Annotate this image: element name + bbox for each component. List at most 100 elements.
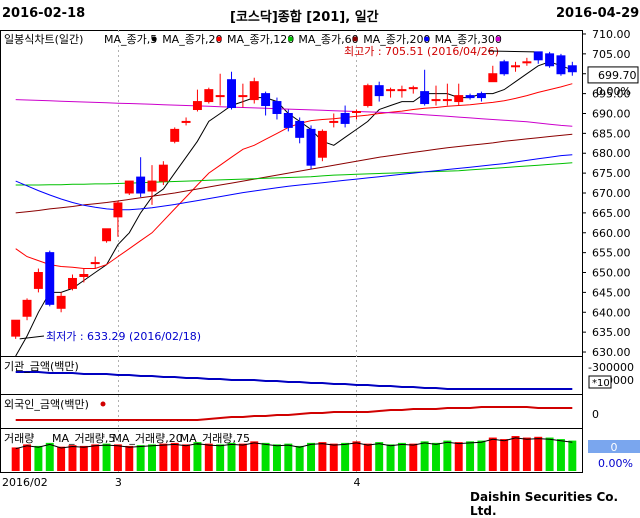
volume-bar — [102, 443, 111, 471]
volume-bar — [34, 445, 43, 471]
chart-labels: 일봉식차트(일간) MA_종가,5 MA_종가,20 MA_종가,120 MA_종가,6… — [4, 32, 535, 445]
candle-body — [215, 95, 225, 98]
volume-bar — [261, 442, 270, 471]
price-tick-label: 655.00 — [592, 247, 631, 260]
inst-scale-label: *10 — [592, 378, 610, 389]
candle-body — [499, 61, 509, 75]
max-price-pointer — [487, 50, 535, 53]
candle-body — [374, 85, 384, 97]
ma-legend-marker — [424, 36, 430, 42]
price-tick-label: 695.00 — [592, 88, 631, 101]
volume-bar — [420, 441, 429, 471]
foreign-panel: 0 — [15, 406, 599, 421]
candlestick-series — [11, 51, 577, 339]
x-label: 2016/02 — [2, 476, 48, 489]
volume-bar — [545, 437, 554, 471]
candle-body — [33, 272, 43, 289]
volume-bar — [125, 445, 134, 471]
ma-legend-label: MA_종가,60 — [298, 33, 358, 46]
candle-body — [192, 101, 202, 111]
volume-bar — [91, 444, 100, 471]
price-tick-label: 650.00 — [592, 267, 631, 280]
candle-body — [181, 120, 191, 123]
volume-panel-label: 거래량 — [4, 432, 34, 445]
candle-body — [227, 79, 236, 109]
foreign-amount-line — [15, 406, 573, 421]
candle-body — [522, 61, 532, 64]
volume-bar — [466, 441, 475, 471]
volume-bar — [488, 437, 497, 471]
volume-bar — [341, 442, 350, 471]
candle-body — [272, 101, 282, 114]
volume-bar — [250, 441, 259, 471]
candle-body — [124, 180, 134, 194]
volume-current-box — [588, 440, 640, 453]
volume-bar — [284, 443, 293, 471]
min-price-pointer — [19, 335, 45, 340]
candle-body — [317, 130, 327, 158]
foreign-panel-label: 외국인_금액(백만) — [4, 398, 89, 411]
price-gridlines — [118, 30, 357, 473]
price-tick-label: 640.00 — [592, 306, 631, 319]
volume-bar — [318, 442, 327, 471]
candle-body — [45, 252, 55, 305]
volume-ma-legend-label: MA_거래량,20 — [112, 432, 182, 445]
candle-body — [136, 176, 146, 194]
candle-body — [431, 99, 441, 102]
chart-title: [코스닥]종합 [201], 일간 — [230, 10, 379, 25]
moving-average-lines — [15, 61, 573, 357]
candle-body — [295, 120, 305, 138]
footer-brand: Daishin Securities Co. Ltd. — [470, 490, 619, 518]
volume-bar — [57, 446, 66, 471]
inst-scale-box — [588, 375, 612, 389]
candle-body — [556, 55, 566, 75]
candle-body — [204, 89, 214, 103]
volume-ma-legend-label: MA_거래량,75 — [180, 432, 250, 445]
price-tick-label: 665.00 — [592, 207, 631, 220]
candle-body — [442, 99, 452, 102]
ma-line — [15, 154, 573, 211]
ma-legend-marker — [495, 36, 501, 42]
candle-body — [511, 65, 520, 68]
foreign-legend-marker — [100, 401, 106, 407]
candle-body — [249, 81, 259, 101]
current-price-label: 699.70 — [598, 69, 637, 82]
main-legend-label: 일봉식차트(일간) — [4, 32, 83, 46]
candle-body — [465, 95, 475, 99]
ma-legend-marker — [352, 36, 358, 42]
candle-body — [261, 93, 271, 107]
candle-body — [238, 95, 248, 98]
volume-bar — [295, 445, 304, 471]
volume-bar — [500, 439, 509, 471]
ma-line — [15, 61, 573, 357]
institution-panel: -300000-350000*10 — [15, 361, 634, 390]
candle-body — [79, 274, 89, 277]
ma-legend-marker — [151, 36, 157, 42]
price-tick-label: 630.00 — [592, 346, 631, 359]
candle-body — [22, 299, 32, 317]
candle-body — [306, 128, 316, 166]
candle-body — [567, 65, 577, 73]
price-tick-label: 675.00 — [592, 167, 631, 180]
volume-bar — [477, 440, 486, 471]
current-price-box — [587, 66, 639, 84]
volume-bar — [45, 442, 54, 471]
volume-bar — [352, 441, 361, 471]
volume-bar — [148, 444, 156, 471]
volume-bar — [397, 442, 406, 471]
volume-bar — [238, 443, 247, 471]
volume-bar — [272, 444, 281, 471]
candle-body — [488, 73, 498, 83]
start-date: 2016-02-18 — [2, 6, 86, 21]
volume-bar — [79, 445, 88, 471]
candle-body — [545, 53, 555, 67]
ma-legend-label: MA_종가,300 — [435, 33, 502, 46]
end-date: 2016-04-29 — [556, 6, 640, 21]
price-tick-label: 705.00 — [592, 48, 631, 61]
candle-body — [102, 228, 112, 242]
volume-bar — [227, 442, 236, 471]
candle-body — [56, 295, 66, 309]
candle-body — [363, 85, 373, 107]
candle-body — [397, 89, 407, 92]
x-label: 3 — [115, 476, 122, 489]
